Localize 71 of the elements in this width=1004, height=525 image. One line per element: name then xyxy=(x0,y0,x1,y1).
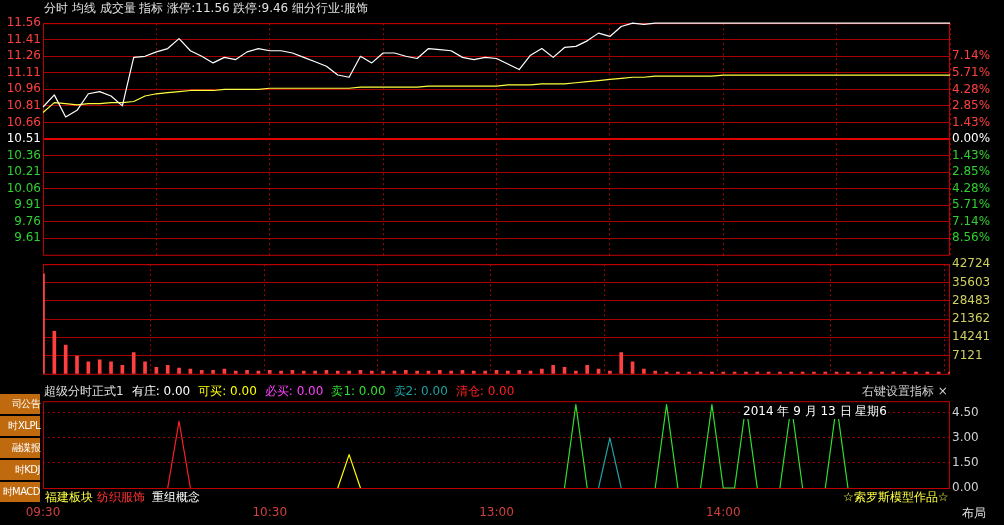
y-tick-label: 7121 xyxy=(952,347,983,362)
y-tick-label: 28483 xyxy=(952,292,991,307)
y-tick-label: 11.11 xyxy=(6,64,41,79)
text: 清仓: 0.00 xyxy=(455,384,515,398)
text: 布局 xyxy=(962,506,986,521)
y-tick-label: 21362 xyxy=(952,311,991,326)
text: 重组概念 xyxy=(152,490,200,505)
text: 融谍报 xyxy=(0,438,40,458)
x-tick-label: 09:30 xyxy=(25,505,61,520)
y2-tick-label: 7.14% xyxy=(952,213,991,228)
bar xyxy=(177,367,181,374)
text: 时XLPL xyxy=(0,416,40,436)
y2-tick-label: 4.28% xyxy=(952,180,991,195)
y-tick-label: 4.50 xyxy=(952,405,979,420)
y2-tick-label: 7.14% xyxy=(952,48,991,63)
y-tick-label: 14241 xyxy=(952,329,991,344)
y-tick-label: 10.21 xyxy=(6,164,41,179)
bar xyxy=(165,365,170,374)
y-tick-label: 10.96 xyxy=(6,81,41,96)
bar xyxy=(97,359,102,374)
bar xyxy=(619,352,624,374)
text: ☆索罗斯模型作品☆ xyxy=(843,490,949,505)
text: 右键设置指标 × xyxy=(862,384,948,399)
y-tick-label: 3.00 xyxy=(952,430,979,445)
y-tick-label: 10.36 xyxy=(6,147,41,162)
x-tick-label: 10:30 xyxy=(252,505,288,520)
y2-tick-label: 2.85% xyxy=(952,98,991,113)
y2-tick-label: 1.43% xyxy=(952,147,991,162)
y-tick-label: 0.00 xyxy=(952,480,979,495)
chart-subtitle: 分时 均线 成交量 指标 涨停:11.56 跌停:9.46 细分行业:服饰 xyxy=(44,1,369,15)
y-tick-label: 9.61 xyxy=(14,230,41,245)
legend-label: 有庄: 0.00 xyxy=(131,384,191,398)
y2-tick-label: 1.43% xyxy=(952,114,991,129)
text: 卖2: 0.00 xyxy=(393,384,448,398)
y-tick-label: 9.91 xyxy=(14,197,41,212)
bar xyxy=(63,344,68,374)
text: 时KDJ xyxy=(0,460,40,480)
bar xyxy=(551,365,556,374)
y-tick-label: 1.50 xyxy=(952,455,979,470)
annotation: 2014 年 9 月 13 日 星期6 xyxy=(743,404,887,419)
bar xyxy=(585,365,590,374)
chart-title: 超级分时正式1 xyxy=(44,384,124,398)
y2-tick-label: 2.85% xyxy=(952,164,991,179)
y2-tick-label: 5.71% xyxy=(952,197,991,212)
text: 纺织服饰 xyxy=(97,490,145,505)
y2-tick-label: 4.28% xyxy=(952,81,991,96)
bar xyxy=(109,361,113,374)
y-tick-label: 35603 xyxy=(952,274,991,289)
y-tick-label: 42724 xyxy=(952,256,991,271)
y-tick-label: 9.76 xyxy=(14,213,41,228)
y2-tick-label: 8.56% xyxy=(952,230,991,245)
y-tick-label: 10.66 xyxy=(6,114,41,129)
text: 卖1: 0.00 xyxy=(331,384,386,398)
y-tick-label: 10.51 xyxy=(6,131,41,146)
bar xyxy=(75,355,79,374)
legend-label: 必买: 0.00 xyxy=(264,384,324,398)
text: 时MACD xyxy=(0,482,40,502)
y-tick-label: 11.41 xyxy=(6,31,41,46)
y-tick-label: 10.81 xyxy=(6,98,41,113)
x-tick-label: 14:00 xyxy=(705,505,741,520)
y2-tick-label: 5.71% xyxy=(952,65,991,79)
bar xyxy=(131,352,136,374)
y-tick-label: 10.06 xyxy=(6,180,41,195)
text: 福建板块 xyxy=(45,490,93,505)
text: 可买: 0.00 xyxy=(198,384,257,398)
y2-tick-label: 0.00% xyxy=(952,131,991,146)
y-tick-label: 11.56 xyxy=(6,15,41,30)
text: 司公告 xyxy=(0,394,40,414)
x-tick-label: 13:00 xyxy=(479,505,514,520)
bar xyxy=(143,361,147,374)
y-tick-label: 11.26 xyxy=(6,48,41,63)
